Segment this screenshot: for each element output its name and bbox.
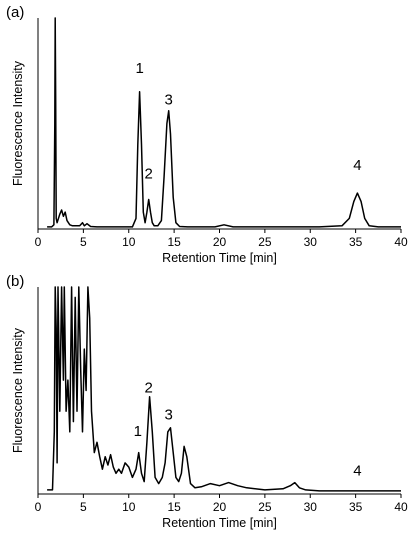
x-tick-label-b-20: 20 [213,500,227,514]
x-tick-label-a-20: 20 [213,235,227,249]
x-tick-label-b-5: 5 [80,500,87,514]
peak-label-b-4: 4 [353,463,361,480]
chart-panel-b: (b) Fluorescence Intensity Retention Tim… [6,273,408,530]
x-tick-label-a-10: 10 [122,235,136,249]
panel-label-b: (b) [6,273,24,290]
peak-label-b-3: 3 [165,407,173,424]
y-axis-title-b: Fluorescence Intensity [11,327,25,453]
chart-panel-a: (a) Fluorescence Intensity Retention Tim… [6,4,408,265]
x-tick-label-a-40: 40 [394,235,408,249]
peak-label-a-2: 2 [145,166,153,183]
peak-label-b-1: 1 [134,423,142,440]
y-axis-title-a: Fluorescence Intensity [11,60,25,186]
peak-label-a-4: 4 [353,157,361,174]
x-tick-label-b-40: 40 [394,500,408,514]
peak-label-a-1: 1 [135,60,143,77]
x-tick-label-b-30: 30 [304,500,318,514]
x-axis-title-a: Retention Time [min] [162,251,277,265]
x-tick-label-b-35: 35 [349,500,363,514]
x-axis-title-b: Retention Time [min] [162,516,277,530]
x-tick-label-b-15: 15 [167,500,181,514]
chromatogram-trace-b [47,286,401,492]
x-tick-label-a-25: 25 [258,235,272,249]
x-tick-label-a-0: 0 [35,235,42,249]
panel-label-a: (a) [6,4,24,21]
x-tick-label-b-10: 10 [122,500,136,514]
x-tick-label-a-5: 5 [80,235,87,249]
peak-label-a-3: 3 [165,92,173,109]
x-tick-label-a-30: 30 [304,235,318,249]
x-tick-label-a-15: 15 [167,235,181,249]
x-tick-label-b-25: 25 [258,500,272,514]
chromatogram-trace-a [47,17,401,228]
x-tick-label-a-35: 35 [349,235,363,249]
x-tick-label-b-0: 0 [35,500,42,514]
peak-label-b-2: 2 [145,380,153,397]
